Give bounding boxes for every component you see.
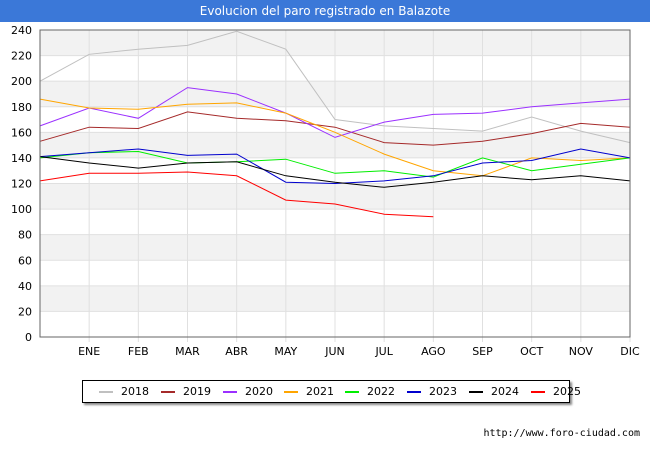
legend-swatch xyxy=(99,391,113,393)
legend-label: 2025 xyxy=(553,385,581,398)
x-tick-label: JUN xyxy=(324,345,345,358)
x-tick-label: MAR xyxy=(175,345,200,358)
y-tick-label: 120 xyxy=(11,178,32,191)
y-tick-label: 80 xyxy=(18,229,32,242)
legend-swatch xyxy=(223,391,237,393)
legend: 2018 2019 2020 2021 2022 2023 2024 2025 xyxy=(82,380,581,403)
y-tick-label: 20 xyxy=(18,305,32,318)
legend-swatch xyxy=(469,391,483,393)
legend-label: 2024 xyxy=(491,385,519,398)
series-lines xyxy=(39,30,631,218)
x-axis-ticks xyxy=(88,30,631,342)
legend-swatch xyxy=(161,391,175,393)
x-tick-label: DIC xyxy=(620,345,640,358)
y-tick-label: 0 xyxy=(25,331,32,344)
x-tick-label: ABR xyxy=(225,345,248,358)
y-tick-label: 200 xyxy=(11,75,32,88)
legend-item-2019: 2019 xyxy=(161,381,211,402)
x-tick-label: OCT xyxy=(520,345,543,358)
legend-item-2025: 2025 xyxy=(531,381,581,402)
chart-title: Evolucion del paro registrado en Balazot… xyxy=(0,0,650,22)
series-line-2018 xyxy=(39,30,631,144)
y-tick-label: 60 xyxy=(18,254,32,267)
y-tick-label: 180 xyxy=(11,101,32,114)
legend-swatch xyxy=(531,391,545,393)
legend-swatch xyxy=(284,391,298,393)
y-tick-label: 240 xyxy=(11,24,32,37)
series-line-2023 xyxy=(39,148,631,185)
legend-swatch xyxy=(407,391,421,393)
y-tick-label: 160 xyxy=(11,126,32,139)
series-line-2020 xyxy=(39,87,631,138)
series-line-2021 xyxy=(39,98,631,177)
series-line-2025 xyxy=(39,171,434,218)
legend-swatch xyxy=(345,391,359,393)
legend-item-2024: 2024 xyxy=(469,381,519,402)
legend-label: 2022 xyxy=(367,385,395,398)
legend-item-2023: 2023 xyxy=(407,381,457,402)
legend-label: 2020 xyxy=(245,385,273,398)
legend-item-2021: 2021 xyxy=(284,381,334,402)
y-axis-tick-labels: 0 20 40 60 80 100 120 140 160 180 200 220 240 xyxy=(11,24,32,344)
x-tick-label: JUL xyxy=(374,345,393,358)
legend-label: 2023 xyxy=(429,385,457,398)
legend-label: 2018 xyxy=(121,385,149,398)
x-axis-tick-labels: ENE FEB MAR ABR MAY JUN JUL AGO SEP OCT NOV DIC xyxy=(78,345,640,358)
series-line-2024 xyxy=(39,156,631,188)
y-tick-label: 140 xyxy=(11,152,32,165)
y-tick-label: 100 xyxy=(11,203,32,216)
y-tick-label: 40 xyxy=(18,280,32,293)
source-link[interactable]: http://www.foro-ciudad.com xyxy=(483,428,640,439)
y-tick-label: 220 xyxy=(11,50,32,63)
x-tick-label: MAY xyxy=(274,345,297,358)
x-tick-label: SEP xyxy=(472,345,493,358)
x-tick-label: AGO xyxy=(421,345,446,358)
plot-frame xyxy=(39,29,631,338)
legend-label: 2021 xyxy=(306,385,334,398)
series-line-2019 xyxy=(39,111,631,146)
series-line-2022 xyxy=(39,150,631,178)
x-tick-label: NOV xyxy=(569,345,594,358)
x-tick-label: FEB xyxy=(128,345,149,358)
legend-item-2018: 2018 xyxy=(99,381,149,402)
legend-label: 2019 xyxy=(183,385,211,398)
legend-item-2020: 2020 xyxy=(223,381,273,402)
x-tick-label: ENE xyxy=(78,345,100,358)
legend-item-2022: 2022 xyxy=(345,381,395,402)
